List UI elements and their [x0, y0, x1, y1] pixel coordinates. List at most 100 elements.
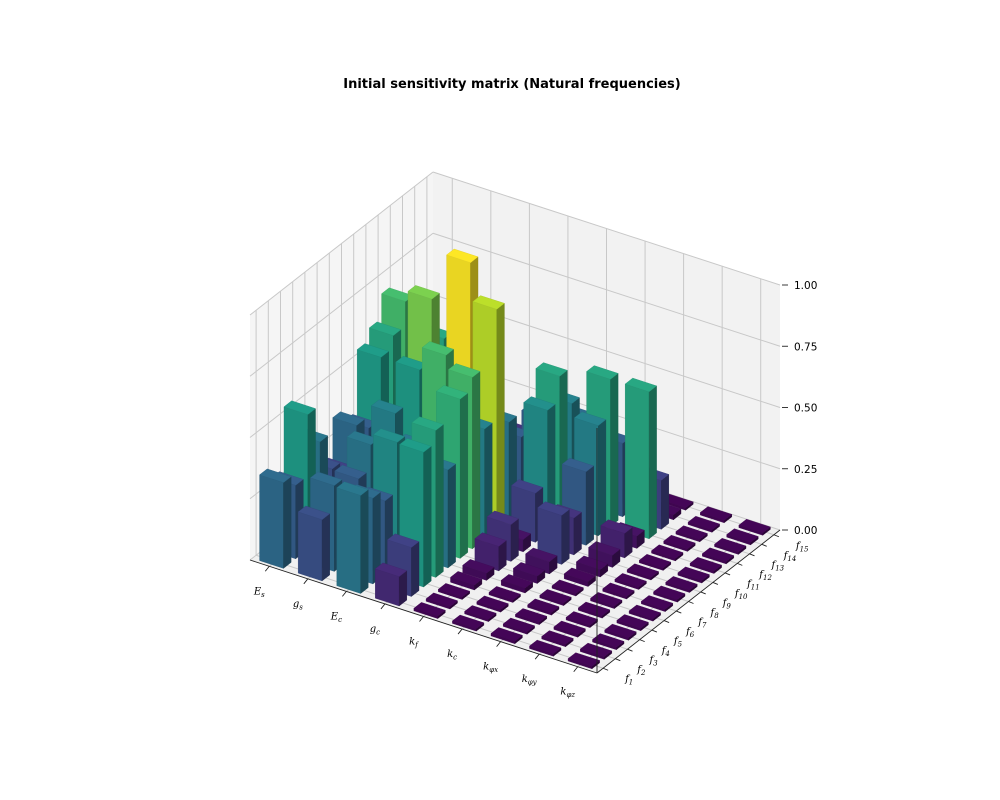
bar-top-face [372, 428, 406, 443]
bar-top-face [297, 505, 331, 520]
bar-top-face [535, 362, 568, 377]
bar-k_{φ_y}-f2 [541, 630, 574, 648]
y-tick-label: f5 [673, 636, 683, 649]
bar-top-face [411, 416, 444, 431]
bar-k_{φ_z}-f5 [616, 614, 649, 632]
y-tick [700, 591, 706, 595]
bar-top-face [675, 525, 708, 540]
bar-top-face [527, 598, 560, 613]
bar-top-face [421, 341, 455, 356]
grid-line [249, 232, 434, 377]
bar-top-face [425, 592, 458, 607]
y-tick-label: f12 [758, 569, 772, 582]
y-tick-label: f10 [734, 588, 748, 601]
bar-k_{φ_x}-f4 [527, 598, 560, 616]
bar-top-face [332, 411, 365, 426]
bar-k_c-f1 [451, 614, 485, 632]
bar-front-face [625, 383, 650, 540]
y-tick [688, 601, 694, 604]
bar-k_{φ_x}-f7 [563, 567, 597, 587]
bar-top-face [283, 400, 316, 415]
y-tick [639, 639, 645, 643]
y-tick-label: f1 [624, 674, 633, 687]
bar-side-face [447, 463, 456, 569]
bar-top-face [553, 620, 586, 635]
bar-top-face [628, 604, 662, 619]
bar-k_{φ_x}-f5 [539, 589, 572, 607]
bar-k_{φ_z}-f1 [567, 652, 601, 670]
bar-side-face [661, 473, 669, 530]
bar-k_f-f4 [450, 571, 483, 591]
bar-top-face [551, 579, 584, 594]
bar-side-face [496, 302, 505, 531]
bar-side-face [411, 541, 420, 597]
bar-top-face [413, 602, 446, 617]
bar-k_f-f1 [413, 602, 446, 620]
x-tick [573, 666, 579, 673]
bar-top-face [573, 411, 607, 426]
bar-top-face [523, 396, 556, 411]
bar-k_{φ_y}-f9 [626, 563, 660, 581]
bar-k_{φ_y}-f1 [529, 639, 562, 657]
bar-top-face [588, 541, 621, 556]
bar-top-face [561, 457, 595, 473]
bar-top-face [448, 363, 481, 378]
bar-k_{φ_z}-f14 [726, 528, 759, 546]
bar-top-face [616, 614, 649, 629]
bar-top-face [651, 544, 684, 559]
bar-top-face [602, 582, 635, 597]
y-tick-label: f2 [636, 665, 646, 678]
bar-side-face [423, 445, 432, 588]
bar-top-face [450, 571, 483, 586]
bar-top-face [370, 399, 404, 414]
bar-top-face [567, 652, 601, 667]
bar-k_{φ_y}-f5 [577, 601, 611, 619]
y-tick-label: f9 [722, 598, 732, 611]
bar-front-face [336, 487, 361, 594]
bar-top-face [512, 562, 546, 577]
bar-top-face [476, 595, 509, 610]
y-tick [651, 629, 658, 633]
y-tick [602, 667, 609, 671]
x-tick [419, 616, 424, 622]
bar-k_{φ_z}-f15 [738, 518, 771, 536]
y-tick-label: f7 [697, 617, 707, 630]
bar-k_{φ_y}-f6 [590, 592, 623, 610]
y-tick [737, 562, 743, 566]
bar-E_c-f1 [336, 481, 369, 594]
bar-top-face [624, 377, 658, 393]
bar-top-face [653, 585, 686, 600]
bar-top-face [368, 321, 402, 336]
x-tick [264, 565, 270, 572]
bar-k_{φ_y}-f11 [651, 544, 684, 562]
bar-side-face [460, 392, 468, 559]
bar-k_{φ_y}-f4 [565, 611, 599, 629]
x-tick [380, 603, 386, 610]
z-tick-label: 0.50 [794, 403, 817, 415]
grid-line [432, 232, 781, 347]
bar-side-face [585, 465, 594, 546]
bar-top-face [435, 385, 469, 400]
x-tick [457, 628, 463, 635]
x-tick-label: Es [253, 586, 265, 599]
bar-top-face [590, 592, 623, 607]
bar-top-face [407, 285, 440, 300]
bar-top-face [714, 538, 747, 553]
y-tick [724, 572, 731, 576]
bar-k_{φ_z}-f8 [653, 585, 686, 603]
x-tick [342, 591, 347, 597]
x-tick [534, 653, 540, 660]
bar-top-face [663, 534, 696, 550]
bar-top-face [437, 583, 471, 598]
bar-k_{φ_y}-f13 [675, 525, 708, 543]
y-tick-label: f4 [661, 646, 670, 659]
bar-front-face [259, 474, 284, 569]
bar-top-face [614, 573, 647, 588]
bar-top-face [699, 506, 733, 521]
bar-top-face [399, 438, 432, 453]
bar-k_{φ_y}-f15 [699, 506, 733, 524]
y-tick-label: f14 [783, 550, 797, 563]
bar-top-face [529, 639, 562, 655]
bar-top-face [638, 554, 672, 569]
